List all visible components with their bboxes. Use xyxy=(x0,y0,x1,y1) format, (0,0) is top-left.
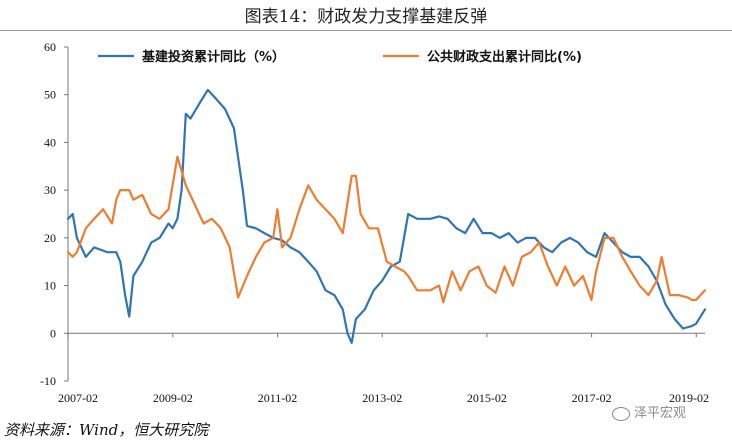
x-tick-label: 2011-02 xyxy=(258,391,298,405)
x-tick-label: 2009-02 xyxy=(153,391,193,405)
legend-label: 基建投资累计同比（%） xyxy=(141,49,285,65)
watermark: 泽平宏观 xyxy=(612,402,686,421)
y-tick-label: 20 xyxy=(44,231,56,245)
y-tick-label: 30 xyxy=(44,183,56,197)
x-tick-label: 2013-02 xyxy=(362,391,402,405)
x-tick-label: 2019-02 xyxy=(669,391,709,405)
series-line xyxy=(66,88,707,344)
x-tick-label: 2015-02 xyxy=(467,391,507,405)
figure-title: 图表14：财政发力支撑基建反弹 xyxy=(244,7,488,27)
y-tick-label: 10 xyxy=(44,279,56,293)
series-line xyxy=(66,155,707,304)
y-tick-label: 0 xyxy=(50,326,56,340)
source-note: 资料来源：Wind，恒大研究院 xyxy=(4,421,209,439)
x-tick-label: 2017-02 xyxy=(572,391,612,405)
title-divider xyxy=(0,30,732,31)
y-tick-label: 40 xyxy=(44,135,56,149)
legend-label: 公共财政支出累计同比(%) xyxy=(427,49,582,65)
y-tick-label: -10 xyxy=(40,374,56,388)
y-tick-label: 60 xyxy=(44,40,56,54)
y-tick-label: 50 xyxy=(44,88,56,102)
wechat-icon xyxy=(612,406,630,421)
x-tick-label: 2007-02 xyxy=(58,391,98,405)
watermark-text: 泽平宏观 xyxy=(634,406,687,421)
